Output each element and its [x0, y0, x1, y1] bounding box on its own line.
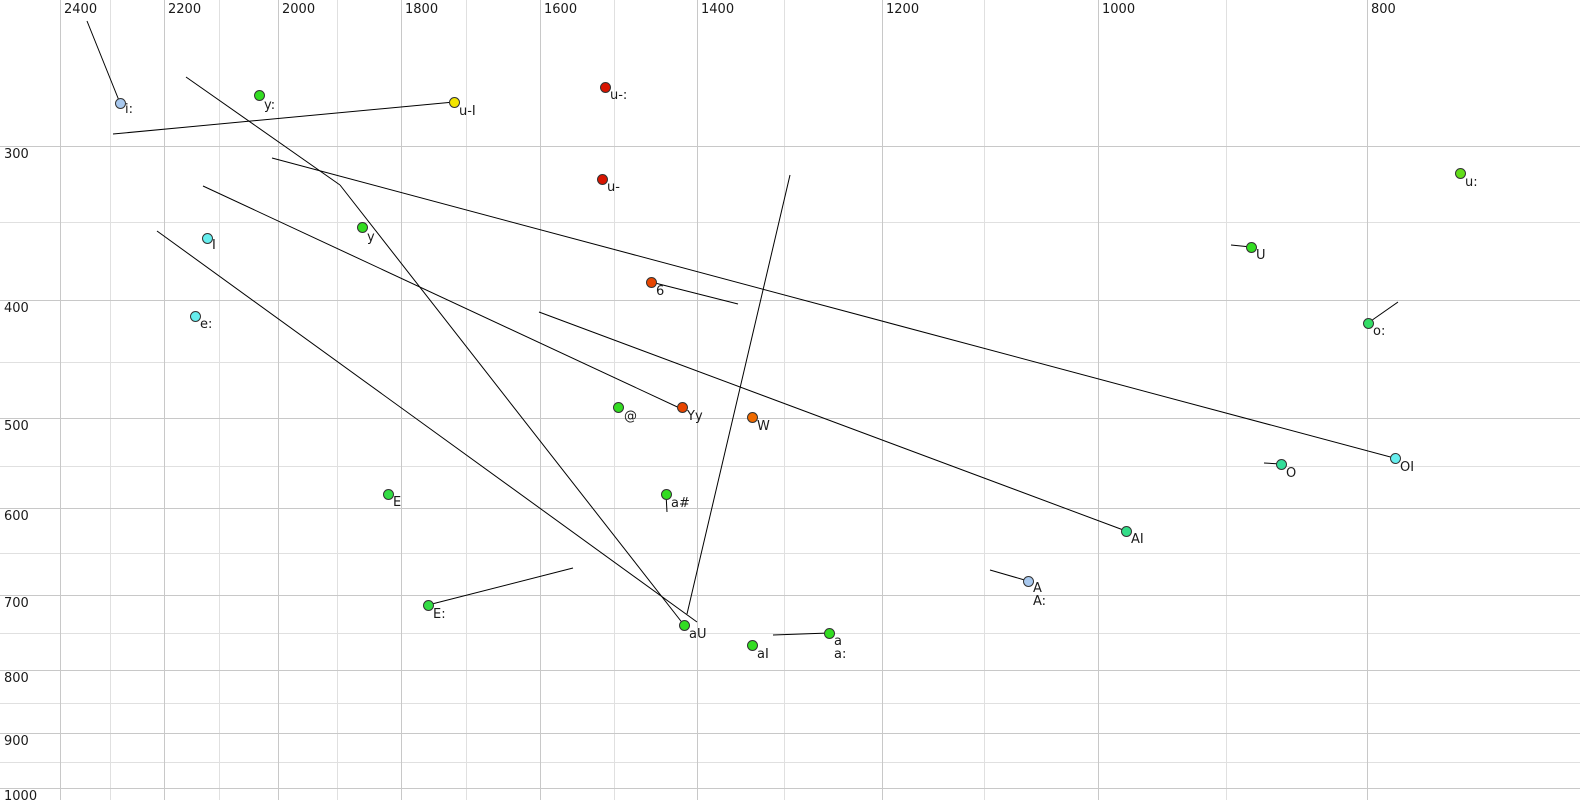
trajectory-line: [650, 281, 739, 305]
vowel-point-dot[interactable]: [253, 89, 265, 101]
vowel-point-dot[interactable]: [746, 639, 758, 651]
trajectory-line: [427, 567, 574, 606]
vowel-point-label: u-: [607, 180, 620, 195]
x-tick-label-1600: 1600: [544, 2, 578, 17]
vowel-point-dot[interactable]: [1120, 525, 1132, 537]
x-tick-label-2400: 2400: [64, 2, 98, 17]
vowel-point-label: a:: [834, 647, 847, 662]
trajectory-line: [339, 184, 685, 626]
y-tick-label-500: 500: [4, 419, 29, 434]
x-tick-label-2200: 2200: [168, 2, 202, 17]
vowel-point-label: W: [757, 419, 770, 434]
vowel-point-dot[interactable]: [382, 488, 394, 500]
vowel-point-dot[interactable]: [746, 411, 758, 423]
vowel-point-dot[interactable]: [1245, 241, 1257, 253]
vowel-point-label: AI: [1131, 532, 1144, 547]
vowel-point-label: aI: [757, 647, 769, 662]
vowel-point-label: y: [367, 230, 375, 245]
vowel-point-dot[interactable]: [1454, 167, 1466, 179]
trajectory-line: [271, 157, 1399, 460]
vowel-point-dot[interactable]: [201, 232, 213, 244]
trajectory-line: [156, 230, 698, 623]
vowel-point-label: Yy: [687, 409, 703, 424]
vowel-point-label: O: [1286, 466, 1297, 481]
y-tick-label-1000: 1000: [4, 789, 38, 800]
y-tick-label-300: 300: [4, 147, 29, 162]
x-tick-label-800: 800: [1371, 2, 1396, 17]
y-tick-label-400: 400: [4, 301, 29, 316]
trajectory-line: [686, 174, 791, 615]
vowel-point-label: A: [1033, 581, 1042, 596]
vowel-point-label: A:: [1033, 594, 1047, 609]
x-tick-label-1400: 1400: [701, 2, 735, 17]
minor-vertical-gridlines: [110, 0, 1227, 800]
vowel-point-dot[interactable]: [676, 401, 688, 413]
formant-trajectory-lines: [86, 20, 1399, 636]
y-tick-label-800: 800: [4, 671, 29, 686]
vowel-point-label: a: [834, 634, 842, 649]
vowel-point-label: I: [212, 238, 216, 253]
vowel-point-label: E:: [433, 607, 446, 622]
major-horizontal-gridlines: [0, 146, 1580, 789]
vowel-point-dot[interactable]: [448, 96, 460, 108]
y-tick-label-900: 900: [4, 734, 29, 749]
major-vertical-gridlines: [60, 0, 1368, 800]
vowel-point-dot[interactable]: [114, 97, 126, 109]
y-tick-label-700: 700: [4, 596, 29, 611]
vowel-point-label: 6: [656, 284, 665, 299]
vowel-point-dot[interactable]: [596, 173, 608, 185]
vowel-point-dot[interactable]: [1275, 458, 1287, 470]
vowel-point-label: aU: [689, 627, 707, 642]
vowel-point-label: y:: [264, 98, 276, 113]
x-tick-label-1200: 1200: [886, 2, 920, 17]
trajectory-line: [202, 185, 687, 412]
x-tick-label-1800: 1800: [405, 2, 439, 17]
y-tick-label-600: 600: [4, 509, 29, 524]
vowel-point-dot[interactable]: [422, 599, 434, 611]
trajectory-line: [989, 569, 1029, 582]
vowel-point-dot[interactable]: [599, 81, 611, 93]
trajectory-line: [86, 20, 121, 104]
x-tick-label-1000: 1000: [1102, 2, 1136, 17]
vowel-point-dot[interactable]: [823, 627, 835, 639]
vowel-point-dot[interactable]: [189, 310, 201, 322]
vowel-point-dot[interactable]: [660, 488, 672, 500]
vowel-point-label: a#: [671, 496, 690, 511]
vowel-point-label: U: [1256, 248, 1266, 263]
x-tick-label-2000: 2000: [282, 2, 316, 17]
trajectory-line: [185, 76, 341, 186]
vowel-point-label: u-I: [459, 104, 476, 119]
vowel-point-label: u:: [1465, 175, 1478, 190]
vowel-point-dot[interactable]: [1362, 317, 1374, 329]
vowel-point-dot[interactable]: [1389, 452, 1401, 464]
vowel-point-label: o:: [1373, 324, 1386, 339]
minor-horizontal-gridlines: [0, 222, 1580, 763]
vowel-point-dot[interactable]: [678, 619, 690, 631]
vowel-point-dot[interactable]: [1022, 575, 1034, 587]
trajectory-line: [112, 101, 455, 135]
vowel-point-dot[interactable]: [612, 401, 624, 413]
vowel-point-label: OI: [1400, 460, 1415, 475]
vowel-point-dot[interactable]: [356, 221, 368, 233]
trajectory-line: [772, 632, 830, 636]
vowel-point-label: E: [393, 495, 402, 510]
vowel-point-label: e:: [200, 317, 213, 332]
vowel-point-label: i:: [125, 102, 133, 117]
vowel-point-label: @: [624, 409, 637, 424]
vowel-point-label: u-:: [610, 88, 628, 103]
trajectory-line: [538, 311, 1127, 532]
vowel-point-dot[interactable]: [645, 276, 657, 288]
